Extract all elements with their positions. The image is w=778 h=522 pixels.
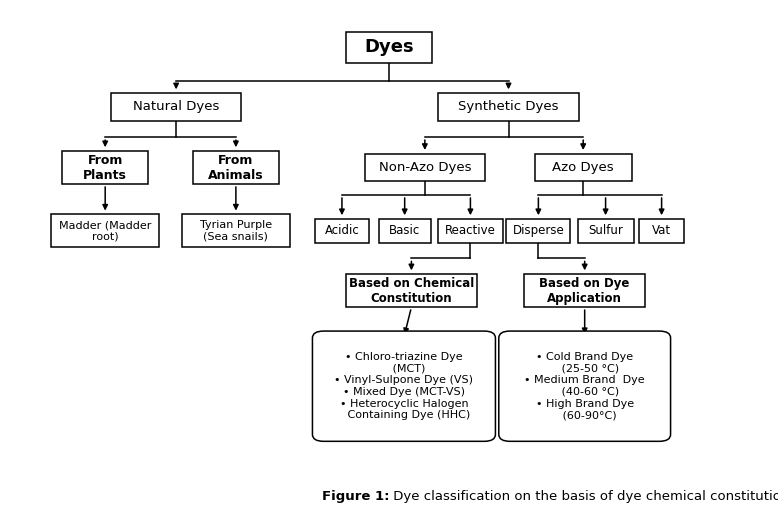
FancyBboxPatch shape — [110, 93, 241, 121]
FancyBboxPatch shape — [193, 151, 279, 184]
Text: • Chloro-triazine Dye
   (MCT)
• Vinyl-Sulpone Dye (VS)
• Mixed Dye (MCT-VS)
• H: • Chloro-triazine Dye (MCT) • Vinyl-Sulp… — [335, 352, 474, 420]
Text: Based on Dye
Application: Based on Dye Application — [539, 277, 630, 305]
Text: Vat: Vat — [652, 224, 671, 238]
FancyBboxPatch shape — [62, 151, 148, 184]
FancyBboxPatch shape — [182, 215, 290, 247]
FancyBboxPatch shape — [499, 331, 671, 441]
Text: Basic: Basic — [389, 224, 420, 238]
FancyBboxPatch shape — [51, 215, 159, 247]
FancyBboxPatch shape — [346, 274, 477, 307]
Text: From
Animals: From Animals — [208, 153, 264, 182]
Text: Natural Dyes: Natural Dyes — [133, 100, 219, 113]
FancyBboxPatch shape — [506, 219, 570, 243]
Text: Azo Dyes: Azo Dyes — [552, 161, 614, 174]
FancyBboxPatch shape — [640, 219, 684, 243]
Text: Figure 1:: Figure 1: — [321, 491, 389, 503]
FancyBboxPatch shape — [346, 31, 432, 63]
Text: Based on Chemical
Constitution: Based on Chemical Constitution — [349, 277, 474, 305]
Text: Madder (Madder
root): Madder (Madder root) — [59, 220, 152, 242]
FancyBboxPatch shape — [438, 219, 503, 243]
Text: Sulfur: Sulfur — [588, 224, 623, 238]
Text: Reactive: Reactive — [445, 224, 496, 238]
Text: Tyrian Purple
(Sea snails): Tyrian Purple (Sea snails) — [200, 220, 272, 242]
FancyBboxPatch shape — [379, 219, 431, 243]
Text: Dye classification on the basis of dye chemical constitution.: Dye classification on the basis of dye c… — [389, 491, 778, 503]
Text: From
Plants: From Plants — [83, 153, 127, 182]
Text: • Cold Brand Dye
   (25-50 °C)
• Medium Brand  Dye
   (40-60 °C)
• High Brand Dy: • Cold Brand Dye (25-50 °C) • Medium Bra… — [524, 352, 645, 420]
Text: Synthetic Dyes: Synthetic Dyes — [458, 100, 559, 113]
Text: Dyes: Dyes — [364, 38, 414, 56]
Text: Disperse: Disperse — [513, 224, 564, 238]
FancyBboxPatch shape — [524, 274, 645, 307]
Text: Acidic: Acidic — [324, 224, 359, 238]
Text: Non-Azo Dyes: Non-Azo Dyes — [379, 161, 471, 174]
FancyBboxPatch shape — [315, 219, 369, 243]
FancyBboxPatch shape — [577, 219, 633, 243]
FancyBboxPatch shape — [437, 93, 580, 121]
FancyBboxPatch shape — [365, 154, 485, 181]
FancyBboxPatch shape — [534, 154, 632, 181]
FancyBboxPatch shape — [313, 331, 496, 441]
